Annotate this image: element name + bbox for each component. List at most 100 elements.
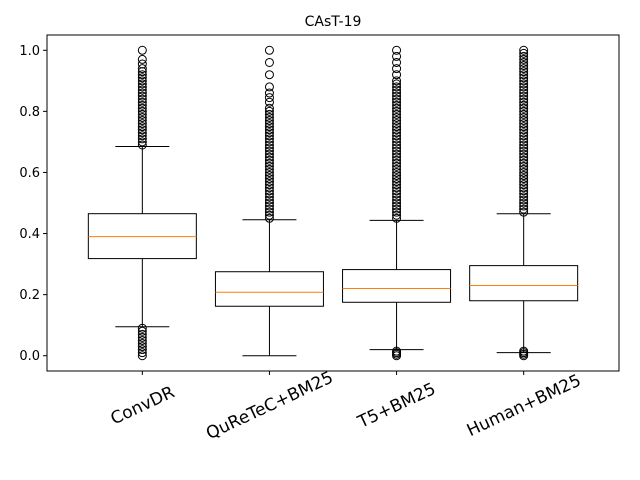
outlier-point: [519, 61, 529, 71]
outlier-point: [264, 180, 274, 190]
outlier-point: [137, 122, 147, 132]
outlier-point: [519, 192, 529, 202]
outlier-point: [519, 91, 529, 101]
outlier-point: [392, 351, 402, 361]
outlier-point: [137, 140, 147, 150]
y-tick-label: 0.2: [19, 288, 40, 303]
outlier-point: [519, 94, 529, 104]
outlier-point: [519, 79, 529, 89]
outlier-point: [137, 112, 147, 122]
outlier-point: [392, 128, 402, 138]
outlier-point: [519, 54, 529, 64]
outlier-point: [519, 201, 529, 211]
outlier-point: [392, 210, 402, 220]
outlier-point: [519, 67, 529, 77]
outlier-point: [264, 198, 274, 208]
outlier-point: [519, 143, 529, 153]
outlier-point: [519, 119, 529, 129]
outlier-point: [392, 140, 402, 150]
y-tick-label: 1.0: [19, 44, 40, 59]
outlier-point: [519, 158, 529, 168]
outlier-point: [137, 137, 147, 147]
outlier-point: [392, 45, 402, 55]
outlier-point: [264, 174, 274, 184]
outlier-point: [392, 158, 402, 168]
outlier-point: [392, 85, 402, 95]
outlier-point: [392, 79, 402, 89]
outlier-point: [392, 94, 402, 104]
outlier-point: [392, 131, 402, 141]
outlier-point: [137, 70, 147, 80]
outlier-point: [137, 326, 147, 336]
outlier-point: [392, 201, 402, 211]
outlier-point: [264, 152, 274, 162]
outlier-point: [392, 183, 402, 193]
box-iqr: [469, 265, 579, 302]
outlier-point: [392, 192, 402, 202]
outlier-point: [264, 210, 274, 220]
box-iqr: [214, 271, 324, 307]
outlier-point: [137, 329, 147, 339]
outlier-point: [519, 198, 529, 208]
outlier-point: [137, 335, 147, 345]
outlier-point: [392, 134, 402, 144]
axes-frame: [46, 34, 620, 372]
outlier-point: [392, 109, 402, 119]
outlier-point: [519, 73, 529, 83]
outlier-point: [137, 351, 147, 361]
outlier-point: [519, 164, 529, 174]
outlier-point: [392, 180, 402, 190]
outlier-point: [264, 158, 274, 168]
outlier-point: [264, 183, 274, 193]
outlier-point: [392, 76, 402, 86]
outlier-point: [264, 204, 274, 214]
outlier-point: [137, 91, 147, 101]
outlier-point: [519, 116, 529, 126]
outlier-point: [519, 195, 529, 205]
outlier-point: [392, 137, 402, 147]
outlier-point: [137, 54, 147, 64]
outlier-point: [137, 342, 147, 352]
outlier-point: [392, 207, 402, 217]
outlier-point: [519, 70, 529, 80]
outlier-point: [264, 186, 274, 196]
outlier-point: [392, 174, 402, 184]
outlier-point: [392, 171, 402, 181]
outlier-point: [137, 88, 147, 98]
outlier-point: [264, 109, 274, 119]
outlier-point: [519, 97, 529, 107]
outlier-point: [392, 100, 402, 110]
outlier-point: [519, 186, 529, 196]
outlier-point: [392, 51, 402, 61]
outlier-point: [519, 106, 529, 116]
outlier-point: [392, 91, 402, 101]
outlier-point: [519, 351, 529, 361]
outlier-point: [519, 125, 529, 135]
x-category-label: ConvDR: [108, 382, 178, 429]
outlier-point: [519, 112, 529, 122]
chart-title: CAsT-19: [305, 14, 362, 30]
outlier-point: [264, 137, 274, 147]
outlier-point: [264, 201, 274, 211]
outlier-point: [137, 103, 147, 113]
outlier-point: [264, 195, 274, 205]
outlier-point: [392, 125, 402, 135]
outlier-point: [392, 164, 402, 174]
outlier-point: [137, 64, 147, 74]
outlier-point: [264, 97, 274, 107]
outlier-point: [392, 70, 402, 80]
outlier-point: [137, 85, 147, 95]
outlier-point: [519, 76, 529, 86]
outlier-point: [519, 45, 529, 55]
outlier-point: [264, 149, 274, 159]
outlier-point: [519, 149, 529, 159]
outlier-point: [519, 48, 529, 58]
outlier-point: [392, 119, 402, 129]
outlier-point: [519, 189, 529, 199]
outlier-point: [137, 131, 147, 141]
outlier-point: [264, 93, 274, 103]
outlier-point: [519, 155, 529, 165]
outlier-point: [264, 177, 274, 187]
outlier-point: [519, 85, 529, 95]
